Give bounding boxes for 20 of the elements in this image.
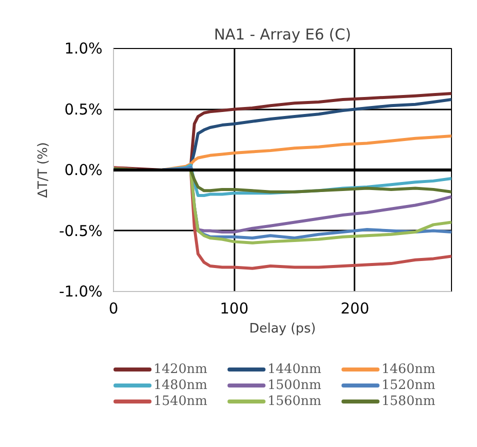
x-axis-title: Delay (ps) (249, 322, 316, 336)
legend-label: 1580nm (382, 394, 436, 409)
y-tick-label: 0.0% (64, 161, 102, 179)
legend-label: 1440nm (268, 362, 322, 377)
legend-label: 1480nm (154, 378, 208, 393)
legend-label: 1560nm (268, 394, 322, 409)
chart-title: NA1 - Array E6 (C) (214, 26, 352, 44)
legend-label: 1520nm (382, 378, 436, 393)
legend-label: 1500nm (268, 378, 322, 393)
legend-label: 1420nm (154, 362, 208, 377)
x-tick-label: 0 (108, 300, 118, 318)
y-tick-label: -0.5% (58, 222, 103, 240)
x-tick-label: 100 (220, 300, 249, 318)
legend-label: 1540nm (154, 394, 208, 409)
y-tick-label: 1.0% (64, 40, 102, 58)
y-tick-label: 0.5% (64, 100, 102, 118)
x-tick-label: 200 (340, 300, 370, 318)
legend-label: 1460nm (382, 362, 436, 377)
y-tick-label: -1.0% (58, 282, 103, 300)
y-axis-title: ΔT/T (%) (36, 142, 51, 198)
